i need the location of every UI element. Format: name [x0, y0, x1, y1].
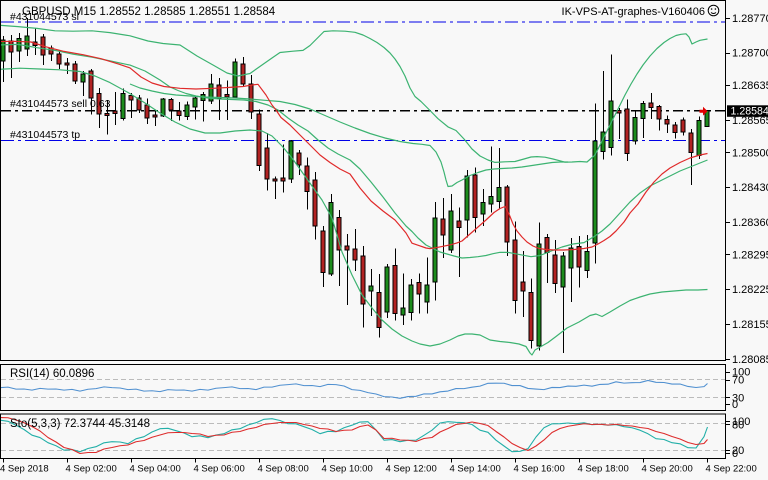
svg-text:0: 0: [732, 448, 738, 460]
svg-text:1.28700: 1.28700: [732, 48, 768, 60]
svg-text:30: 30: [732, 392, 744, 404]
svg-text:1.28584: 1.28584: [731, 106, 768, 118]
svg-text:4 Sep 20:00: 4 Sep 20:00: [642, 464, 693, 475]
svg-text:#431044573 tp: #431044573 tp: [10, 129, 80, 141]
svg-text:80: 80: [732, 420, 744, 432]
svg-text:4 Sep 14:00: 4 Sep 14:00: [450, 464, 501, 475]
svg-text:4 Sep 12:00: 4 Sep 12:00: [386, 464, 437, 475]
svg-text:GBPUSD,M15 1.28552 1.28585 1.: GBPUSD,M15 1.28552 1.28585 1.28551 1.285…: [22, 6, 276, 18]
svg-text:1.28500: 1.28500: [732, 147, 768, 159]
svg-text:4 Sep 08:00: 4 Sep 08:00: [258, 464, 309, 475]
svg-text:1.28155: 1.28155: [732, 319, 768, 331]
svg-text:4 Sep 22:00: 4 Sep 22:00: [706, 464, 757, 475]
svg-text:1.28565: 1.28565: [732, 115, 768, 127]
svg-text:Sto(5,3,3) 72.3744 45.3148: Sto(5,3,3) 72.3744 45.3148: [10, 418, 150, 430]
svg-text:1.28085: 1.28085: [732, 354, 768, 366]
svg-text:#431044573 sell 0.63: #431044573 sell 0.63: [10, 98, 111, 110]
svg-text:100: 100: [732, 367, 750, 379]
svg-text:1.28635: 1.28635: [732, 80, 768, 92]
svg-text:1.28360: 1.28360: [732, 217, 768, 229]
svg-text:1.28770: 1.28770: [732, 13, 768, 25]
svg-text:4 Sep 2018: 4 Sep 2018: [0, 464, 49, 475]
svg-text:1.28295: 1.28295: [732, 249, 768, 261]
svg-text:70: 70: [732, 375, 744, 387]
svg-text:4 Sep 18:00: 4 Sep 18:00: [578, 464, 629, 475]
svg-text:1.28225: 1.28225: [732, 284, 768, 296]
svg-text:RSI(14) 60.0896: RSI(14) 60.0896: [10, 368, 94, 380]
svg-text:IK-VPS-AT-graphes-V160406: IK-VPS-AT-graphes-V160406: [562, 6, 705, 18]
svg-text:#431044573 sl: #431044573 sl: [10, 11, 79, 23]
svg-text:1.28430: 1.28430: [732, 182, 768, 194]
svg-text:4 Sep 10:00: 4 Sep 10:00: [322, 464, 373, 475]
svg-text:4 Sep 04:00: 4 Sep 04:00: [130, 464, 181, 475]
svg-text:4 Sep 06:00: 4 Sep 06:00: [194, 464, 245, 475]
svg-text:100: 100: [732, 416, 750, 428]
svg-text:4 Sep 16:00: 4 Sep 16:00: [514, 464, 565, 475]
svg-text:0: 0: [732, 399, 738, 411]
svg-text:4 Sep 02:00: 4 Sep 02:00: [66, 464, 117, 475]
svg-text:20: 20: [732, 445, 744, 457]
